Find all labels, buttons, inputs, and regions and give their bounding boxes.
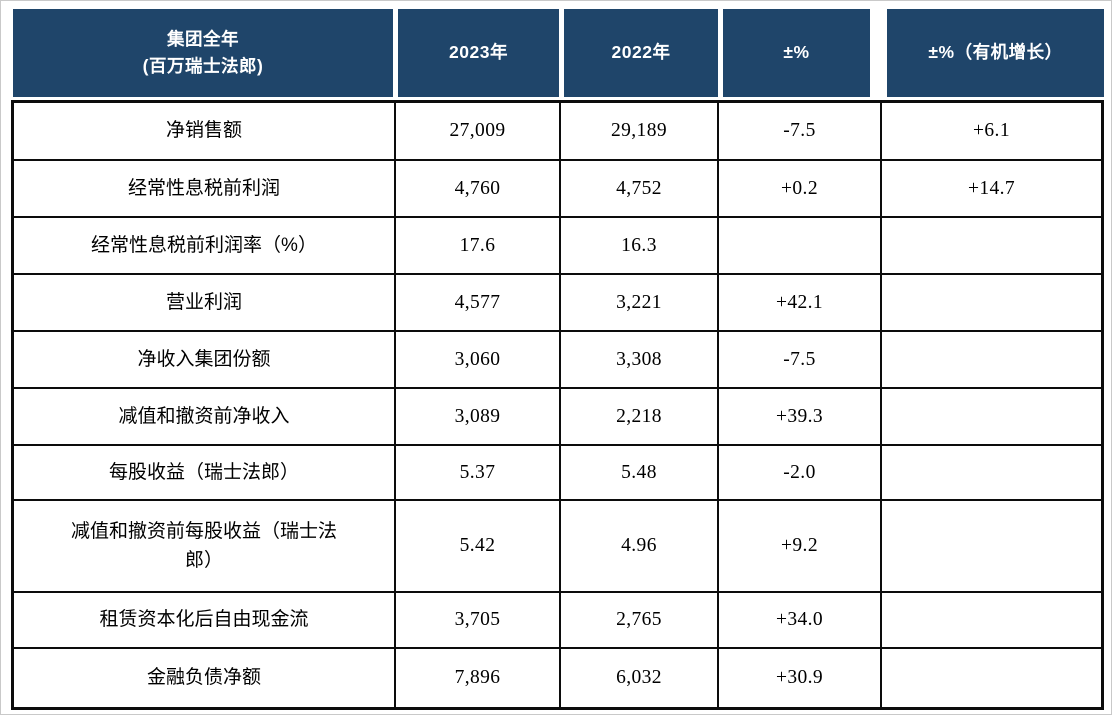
row-label: 净销售额 — [14, 103, 396, 161]
cell-2023: 4,577 — [396, 275, 561, 332]
cell-organic — [882, 332, 1101, 389]
header-change-label: ±% — [783, 42, 810, 63]
cell-organic — [882, 593, 1101, 649]
header-metric-line2: (百万瑞士法郎) — [142, 56, 264, 76]
cell-2022: 4.96 — [561, 501, 719, 593]
cell-2023: 17.6 — [396, 218, 561, 275]
header-cell-2022: 2022年 — [564, 9, 718, 97]
cell-change: +39.3 — [719, 389, 882, 446]
cell-2023: 5.37 — [396, 446, 561, 501]
row-label: 经常性息税前利润 — [14, 161, 396, 218]
header-metric-line1: 集团全年 — [167, 28, 239, 49]
cell-organic — [882, 501, 1101, 593]
header-organic-label: ±%（有机增长） — [928, 42, 1063, 63]
cell-2022: 6,032 — [561, 649, 719, 707]
cell-2023: 4,760 — [396, 161, 561, 218]
header-cell-2023: 2023年 — [398, 9, 559, 97]
cell-change: +30.9 — [719, 649, 882, 707]
cell-2022: 5.48 — [561, 446, 719, 501]
cell-change — [719, 218, 882, 275]
cell-2022: 2,218 — [561, 389, 719, 446]
cell-2022: 29,189 — [561, 103, 719, 161]
cell-2022: 2,765 — [561, 593, 719, 649]
cell-2023: 7,896 — [396, 649, 561, 707]
cell-2022: 16.3 — [561, 218, 719, 275]
cell-organic — [882, 389, 1101, 446]
group-results-table: 集团全年 (百万瑞士法郎) 2023年 2022年 ±% ±%（有机增长） 净销… — [11, 9, 1104, 710]
cell-organic: +14.7 — [882, 161, 1101, 218]
cell-organic — [882, 649, 1101, 707]
header-2023-label: 2023年 — [449, 42, 508, 63]
cell-2023: 3,089 — [396, 389, 561, 446]
row-label: 经常性息税前利润率（%） — [14, 218, 396, 275]
cell-change: +9.2 — [719, 501, 882, 593]
cell-2022: 3,308 — [561, 332, 719, 389]
table-header-row: 集团全年 (百万瑞士法郎) 2023年 2022年 ±% ±%（有机增长） — [11, 9, 1104, 97]
cell-2022: 4,752 — [561, 161, 719, 218]
table-body: 净销售额 27,009 29,189 -7.5 +6.1 经常性息税前利润 4,… — [11, 100, 1104, 710]
cell-2023: 3,060 — [396, 332, 561, 389]
row-label: 减值和撤资前净收入 — [14, 389, 396, 446]
header-cell-organic-change: ±%（有机增长） — [887, 9, 1104, 97]
cell-change: +0.2 — [719, 161, 882, 218]
cell-organic — [882, 275, 1101, 332]
row-label: 减值和撤资前每股收益（瑞士法郎） — [14, 501, 396, 593]
header-cell-metric: 集团全年 (百万瑞士法郎) — [13, 9, 393, 97]
row-label: 租赁资本化后自由现金流 — [14, 593, 396, 649]
row-label: 营业利润 — [14, 275, 396, 332]
cell-organic — [882, 218, 1101, 275]
row-label: 金融负债净额 — [14, 649, 396, 707]
header-cell-change: ±% — [723, 9, 870, 97]
cell-2022: 3,221 — [561, 275, 719, 332]
cell-organic — [882, 446, 1101, 501]
cell-change: +34.0 — [719, 593, 882, 649]
cell-change: -7.5 — [719, 103, 882, 161]
cell-change: +42.1 — [719, 275, 882, 332]
header-2022-label: 2022年 — [611, 42, 671, 63]
cell-2023: 3,705 — [396, 593, 561, 649]
row-label: 每股收益（瑞士法郎） — [14, 446, 396, 501]
cell-change: -7.5 — [719, 332, 882, 389]
cell-2023: 27,009 — [396, 103, 561, 161]
cell-change: -2.0 — [719, 446, 882, 501]
cell-organic: +6.1 — [882, 103, 1101, 161]
cell-2023: 5.42 — [396, 501, 561, 593]
row-label: 净收入集团份额 — [14, 332, 396, 389]
